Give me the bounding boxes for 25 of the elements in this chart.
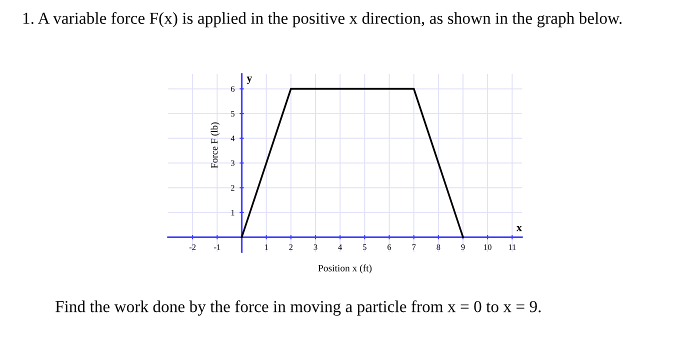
text: Find the work done by the force in moving a particle from x = 0 to x = 9.: [55, 300, 541, 316]
x-tick-label: 11: [508, 244, 516, 250]
x-tick-label: 8: [436, 244, 440, 250]
x-tick-label: -1: [214, 244, 220, 250]
x-tick-label: 3: [314, 244, 318, 250]
y-tick-label: 1: [231, 210, 234, 216]
x-tick-label: 1: [264, 244, 268, 250]
x-tick-label: 4: [338, 244, 342, 250]
x-tick-label: 2: [289, 244, 293, 250]
chart-title: 1. A variable force F(x) is applied in the positive x direction, as shown in the graph below.: [23, 12, 622, 28]
x-tick-label: 7: [412, 244, 416, 250]
x-tick-label: 10: [484, 244, 492, 250]
x-tick-label: 9: [461, 244, 465, 250]
y-tick-label: 5: [231, 110, 234, 117]
x-tick-label: 5: [363, 244, 366, 250]
y-tick-label: 3: [231, 160, 234, 166]
annotation: x: [516, 226, 522, 232]
y-tick-label: 6: [230, 86, 235, 92]
x-tick-label: -2: [189, 244, 196, 250]
y-axis-title: Force F (lb): [210, 122, 220, 168]
x-tick-label: 6: [388, 244, 392, 250]
annotation: y: [246, 76, 252, 84]
y-tick-label: 2: [231, 185, 234, 191]
y-tick-label: 4: [230, 136, 235, 142]
x-axis-title: Position x (ft): [318, 264, 372, 274]
